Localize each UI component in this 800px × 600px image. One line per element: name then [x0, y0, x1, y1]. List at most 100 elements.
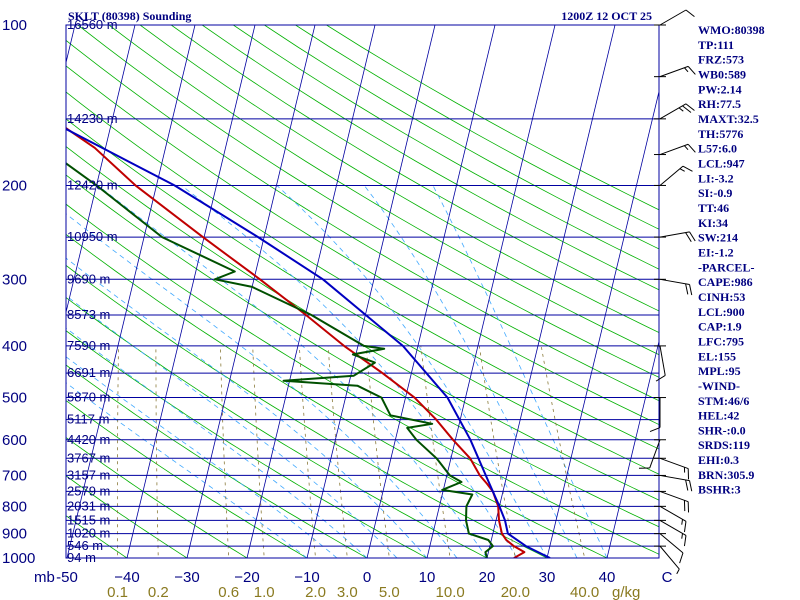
plot-frame [65, 24, 660, 559]
index-label: MPL:95 [698, 364, 741, 378]
height-label: 4420 m [67, 432, 110, 447]
index-label: LCL:900 [698, 305, 745, 319]
height-label: 5117 m [67, 412, 109, 427]
wind-barb [654, 490, 690, 513]
index-label: -WIND- [698, 379, 740, 393]
dry-adiabat [66, 264, 548, 558]
isotherm [66, 25, 196, 558]
wind-barb [638, 439, 666, 469]
mixing-ratio-tick-label: 10.0 [436, 584, 465, 600]
index-label: LI:-3.2 [698, 171, 734, 185]
moist-adiabat [363, 185, 578, 558]
isotherm [246, 25, 376, 558]
dry-adiabat [66, 39, 659, 402]
wind-barb [654, 278, 693, 296]
index-label: TH:5776 [698, 127, 743, 141]
temperature-tick-label: 0 [363, 569, 371, 586]
dry-adiabat [66, 437, 248, 558]
index-label: CAP:1.9 [698, 320, 742, 334]
height-label: 2579 m [67, 483, 110, 498]
pressure-tick-label: 300 [2, 271, 27, 288]
temperature-tick-label: −10 [294, 569, 319, 586]
pressure-tick-label: 400 [2, 338, 27, 355]
wind-barb [654, 545, 680, 575]
dry-adiabat [66, 233, 608, 558]
height-label: 7590 m [67, 338, 110, 353]
index-label: STM:46/6 [698, 394, 749, 408]
height-label: 12420 m [67, 177, 118, 192]
dry-adiabat [170, 25, 659, 312]
index-label: WB0:589 [698, 67, 746, 81]
mixing-ratio-unit-label: g/kg [612, 584, 640, 600]
height-label: 10950 m [67, 229, 118, 244]
isotherm [606, 339, 659, 558]
mixing-ratio-tick-label: 40.0 [570, 584, 599, 600]
wind-barb [654, 9, 695, 26]
pressure-tick-label: 700 [2, 467, 27, 484]
pressure-tick-label: 800 [2, 498, 27, 515]
mixing-ratio-line [252, 345, 265, 558]
height-label: 8573 m [67, 307, 110, 322]
dewpoint-profile-line [66, 162, 494, 558]
temperature-tick-label: −40 [114, 569, 139, 586]
temperature-tick-label: 20 [479, 569, 496, 586]
sounding-time: 1200Z 12 OCT 25 [561, 9, 652, 23]
mixing-ratio-line [420, 345, 451, 558]
isotherm [366, 25, 496, 558]
height-label: 1020 m [67, 526, 110, 541]
mixing-ratio-tick-label: 20.0 [501, 584, 530, 600]
index-label: RH:77.5 [698, 97, 741, 111]
wind-barb [654, 474, 693, 492]
isotherm [546, 89, 659, 558]
wind-barbs [638, 9, 696, 575]
wind-barb [654, 457, 690, 480]
pressure-unit-label: mb [34, 569, 55, 586]
pressure-tick-label: 500 [2, 390, 27, 407]
stability-indices: WMO:80398TP:111FRZ:573WB0:589PW:2.14RH:7… [698, 23, 765, 497]
pressure-tick-label: 1000 [2, 550, 35, 567]
index-label: EI:-1.2 [698, 245, 734, 259]
isobars [66, 24, 659, 559]
index-label: FRZ:573 [698, 53, 744, 67]
wind-barb [654, 533, 684, 564]
isotherm [186, 25, 316, 558]
isotherm [426, 25, 556, 558]
mixing-ratio-tick-label: 0.2 [148, 584, 169, 600]
mixing-ratio-line [155, 345, 159, 558]
temperature-tick-label: −30 [174, 569, 199, 586]
dry-adiabat [139, 25, 659, 333]
index-label: CINH:53 [698, 290, 745, 304]
dry-adiabat [66, 65, 659, 425]
mixing-ratio-tick-label: 0.6 [218, 584, 239, 600]
index-label: KI:34 [698, 216, 728, 230]
height-label: 1515 m [67, 512, 110, 527]
profile-lines [66, 126, 551, 558]
temperature-tick-label: 40 [599, 569, 616, 586]
pressure-tick-label: 600 [2, 432, 27, 449]
height-label: 2031 m [67, 498, 110, 513]
moist-adiabat [66, 213, 458, 558]
dry-adiabat [66, 297, 488, 558]
index-label: WMO:80398 [698, 23, 765, 37]
height-label: 5870 m [67, 390, 110, 405]
temperature-tick-label: −20 [234, 569, 259, 586]
dry-adiabat [66, 91, 659, 450]
sounding-title: SKLT (80398) Sounding [68, 9, 191, 23]
temperature-tick-label: C [662, 569, 673, 586]
index-label: SW:214 [698, 231, 738, 245]
mixing-ratio-line [365, 345, 390, 558]
isotherm [306, 25, 436, 558]
height-label: 14230 m [67, 111, 118, 126]
index-label: SHR-:0.0 [698, 423, 746, 437]
index-label: TT:46 [698, 201, 729, 215]
height-label: 6691 m [67, 365, 110, 380]
dry-adiabat [77, 25, 659, 378]
isotherm [126, 25, 256, 558]
isotherm [486, 25, 616, 558]
dry-adiabat [66, 475, 188, 558]
height-label: 3157 m [67, 467, 110, 482]
dry-adiabat [66, 515, 128, 558]
parcel-profile-line [66, 127, 551, 558]
index-label: PW:2.14 [698, 82, 742, 96]
